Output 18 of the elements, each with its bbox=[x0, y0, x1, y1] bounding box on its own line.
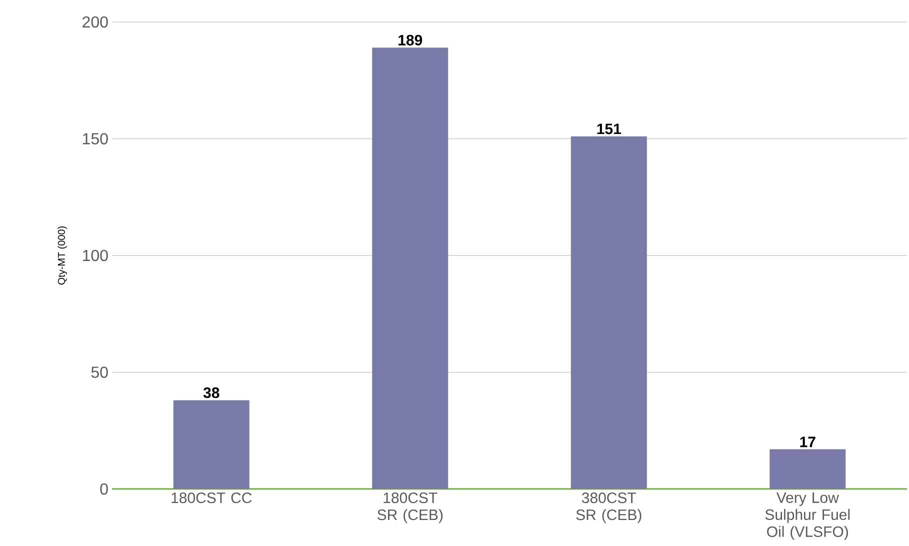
bar bbox=[570, 136, 647, 489]
x-tick-label: 180CST CC bbox=[172, 492, 252, 504]
bar bbox=[173, 400, 250, 489]
data-label: 17 bbox=[800, 436, 816, 448]
bar bbox=[372, 48, 448, 489]
y-tick-label: 50 bbox=[91, 366, 108, 378]
bar bbox=[770, 449, 846, 489]
y-tick-label: 100 bbox=[83, 250, 108, 262]
x-tick-label: 180CST SR (CEB) bbox=[377, 492, 443, 524]
y-axis-title: Qty-MT (000) bbox=[58, 226, 67, 285]
x-tick-label: 380CST SR (CEB) bbox=[576, 492, 642, 524]
x-tick-label: Very Low Sulphur Fuel Oil (VLSFO) bbox=[765, 492, 850, 540]
data-label: 38 bbox=[203, 387, 220, 398]
y-tick-label: 0 bbox=[100, 483, 108, 495]
data-label: 151 bbox=[597, 124, 621, 134]
data-label: 189 bbox=[398, 34, 422, 46]
y-tick-label: 200 bbox=[82, 16, 108, 28]
y-tick-label: 150 bbox=[83, 133, 108, 144]
